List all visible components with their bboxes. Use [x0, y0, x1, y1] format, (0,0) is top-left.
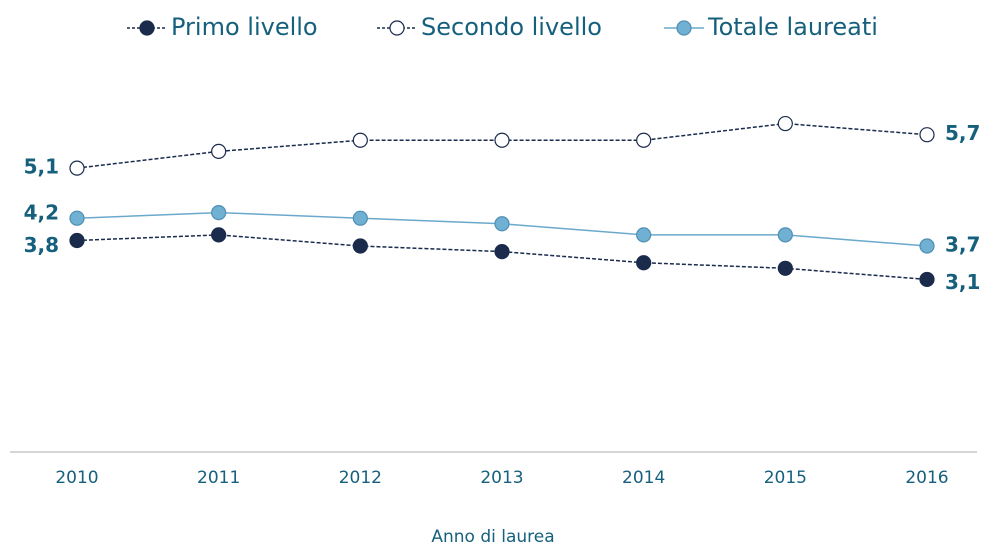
- value-label: 4,2: [24, 201, 59, 225]
- value-label: 5,1: [24, 155, 59, 179]
- point: [919, 127, 935, 143]
- legend-label: Primo livello: [171, 13, 318, 41]
- value-label: 3,7: [945, 233, 980, 257]
- point: [636, 132, 652, 148]
- point: [69, 160, 85, 176]
- value-label: 3,1: [945, 270, 980, 294]
- legend-label: Totale laureati: [707, 13, 878, 41]
- x-tick-label: 2012: [339, 468, 382, 488]
- point: [352, 238, 368, 254]
- point: [919, 238, 935, 254]
- x-tick-label: 2010: [55, 468, 98, 488]
- point: [777, 227, 793, 243]
- x-tick-label: 2013: [480, 468, 523, 488]
- point: [69, 210, 85, 226]
- value-label: 5,7: [945, 121, 980, 145]
- point: [919, 271, 935, 288]
- point: [636, 255, 652, 271]
- x-tick-label: 2014: [622, 468, 665, 488]
- legend-marker: [389, 20, 405, 36]
- point: [636, 227, 652, 243]
- legend-label: Secondo livello: [421, 13, 602, 41]
- point: [352, 210, 368, 226]
- x-tick-label: 2011: [197, 468, 240, 488]
- point: [494, 244, 510, 260]
- x-tick-label: 2016: [905, 468, 948, 488]
- legend-marker: [139, 20, 155, 36]
- point: [69, 232, 85, 249]
- point: [494, 216, 510, 232]
- x-tick-label: 2015: [764, 468, 807, 488]
- point: [777, 260, 793, 276]
- legend-marker: [676, 20, 692, 36]
- point: [211, 205, 227, 221]
- x-axis-label: Anno di laurea: [431, 527, 554, 545]
- point: [777, 115, 793, 132]
- point: [211, 227, 227, 243]
- point: [352, 132, 368, 148]
- value-label: 3,8: [24, 233, 59, 257]
- point: [494, 132, 510, 148]
- point: [211, 143, 227, 159]
